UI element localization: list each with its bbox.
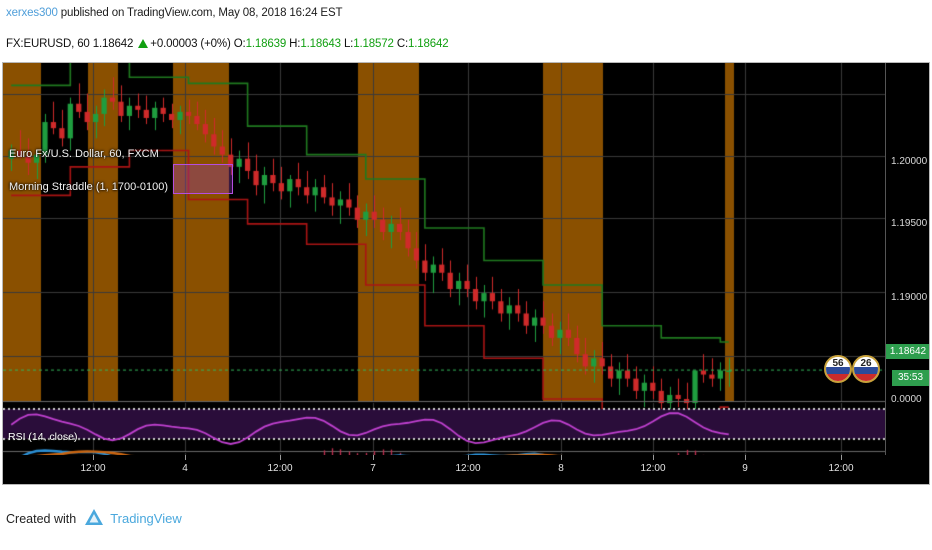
publish-info-line: xerxes300 published on TradingView.com, … [6, 7, 343, 19]
time-axis-label: 12:00 [640, 463, 666, 474]
chart-canvas[interactable] [3, 63, 887, 481]
time-axis-label: 12:00 [267, 463, 293, 474]
up-triangle-icon [138, 39, 149, 48]
high-label: H: [289, 38, 301, 50]
publish-info-text: published on TradingView.com, May 08, 20… [57, 7, 343, 19]
time-axis-label: 9 [742, 463, 748, 474]
chart-symbol-title: Euro Fx/U.S. Dollar, 60, FXCM [9, 148, 159, 160]
chart-frame[interactable]: Euro Fx/U.S. Dollar, 60, FXCM Morning St… [2, 62, 930, 482]
time-axis-label: 12:00 [80, 463, 106, 474]
macd-zero-label: 0.0000 [891, 394, 922, 405]
badge-red-band [826, 373, 850, 381]
author-username[interactable]: xerxes300 [6, 7, 58, 19]
badge-value: 26 [860, 358, 872, 369]
footer-attribution: Created with TradingView [6, 508, 182, 529]
time-axis-label: 7 [370, 463, 376, 474]
time-tick [93, 455, 94, 460]
badge-red-band [854, 373, 878, 381]
time-axis[interactable]: 12:00 4 12:00 7 12:00 8 12:00 9 12:00 [2, 455, 930, 485]
current-price-badge: 1.18642 [886, 344, 929, 359]
symbol-quote-line: FX:EURUSD, 60 1.18642 +0.00003 (+0%) O:1… [6, 38, 449, 50]
flag-badge-56[interactable]: 56 [824, 355, 852, 383]
time-tick [561, 455, 562, 460]
low-value: 1.18572 [353, 38, 394, 50]
time-axis-label: 4 [182, 463, 188, 474]
time-tick [373, 455, 374, 460]
price-tick-3: 1.19000 [891, 292, 928, 303]
time-tick [280, 455, 281, 460]
badge-blue-band [854, 366, 878, 375]
time-tick [468, 455, 469, 460]
badge-top-white [854, 357, 878, 369]
high-value: 1.18643 [300, 38, 341, 50]
tradingview-logo-icon [84, 508, 104, 529]
time-axis-label: 12:00 [455, 463, 481, 474]
open-value: 1.18639 [245, 38, 287, 50]
price-scale[interactable]: 1.20000 1.19500 1.19000 1.18642 35:53 0.… [885, 63, 929, 481]
price-tick-2: 1.19500 [891, 218, 928, 229]
badge-top-white [826, 357, 850, 369]
highlight-rectangle[interactable] [173, 164, 233, 194]
symbol-label: FX:EURUSD, 60 1.18642 [6, 38, 134, 50]
time-tick [841, 455, 842, 460]
open-label: O: [233, 38, 246, 50]
badge-value: 56 [832, 358, 844, 369]
time-axis-label: 8 [558, 463, 564, 474]
tradingview-brand[interactable]: TradingView [110, 511, 182, 526]
close-value: 1.18642 [408, 38, 449, 50]
bar-countdown-badge: 35:53 [892, 370, 929, 386]
price-tick-1: 1.20000 [891, 156, 928, 167]
badge-blue-band [826, 366, 850, 375]
price-change: +0.00003 (+0%) [150, 38, 231, 50]
close-label: C: [396, 38, 409, 50]
time-tick [185, 455, 186, 460]
created-with-label: Created with [6, 511, 77, 526]
time-axis-label: 12:00 [828, 463, 854, 474]
low-label: L: [343, 38, 354, 50]
time-tick [653, 455, 654, 460]
rsi-panel-label: RSI (14, close) [8, 431, 78, 443]
indicator-title: Morning Straddle (1, 1700-0100) [9, 181, 168, 193]
time-tick [745, 455, 746, 460]
flag-badge-26[interactable]: 26 [852, 355, 880, 383]
price-plot-area[interactable]: Euro Fx/U.S. Dollar, 60, FXCM Morning St… [3, 63, 887, 481]
